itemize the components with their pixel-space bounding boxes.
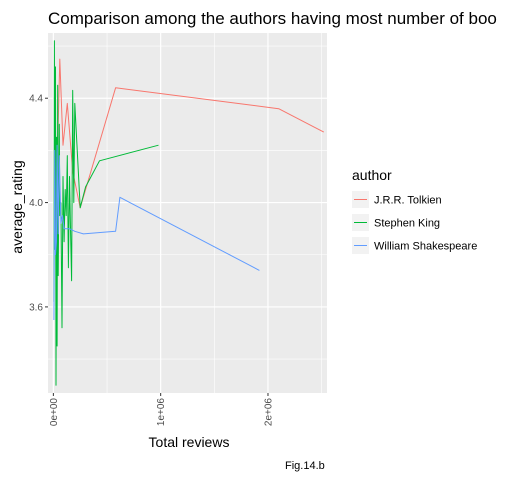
y-tick-label: 4.0 — [29, 198, 43, 209]
y-tick-label: 4.4 — [29, 94, 43, 105]
x-axis-title: Total reviews — [149, 434, 230, 450]
chart-title: Comparison among the authors having most… — [48, 9, 497, 28]
y-axis-title: average_rating — [9, 160, 25, 253]
legend-label: William Shakespeare — [374, 241, 477, 253]
x-tick-label: 0e+00 — [49, 398, 60, 427]
x-tick-label: 2e+06 — [263, 398, 274, 427]
legend-title: author — [352, 167, 392, 183]
plot-background — [48, 33, 327, 393]
figure-caption: Fig.14.b — [285, 460, 325, 472]
series-line-william-shakespeare — [53, 144, 260, 321]
plot-panel — [48, 33, 327, 393]
legend-label: Stephen King — [374, 218, 440, 230]
x-tick-label: 1e+06 — [156, 398, 167, 427]
legend-label: J.R.R. Tolkien — [374, 195, 442, 207]
y-tick-label: 3.6 — [29, 302, 43, 313]
legend: author J.R.R. Tolkien Stephen King William… — [352, 167, 477, 254]
